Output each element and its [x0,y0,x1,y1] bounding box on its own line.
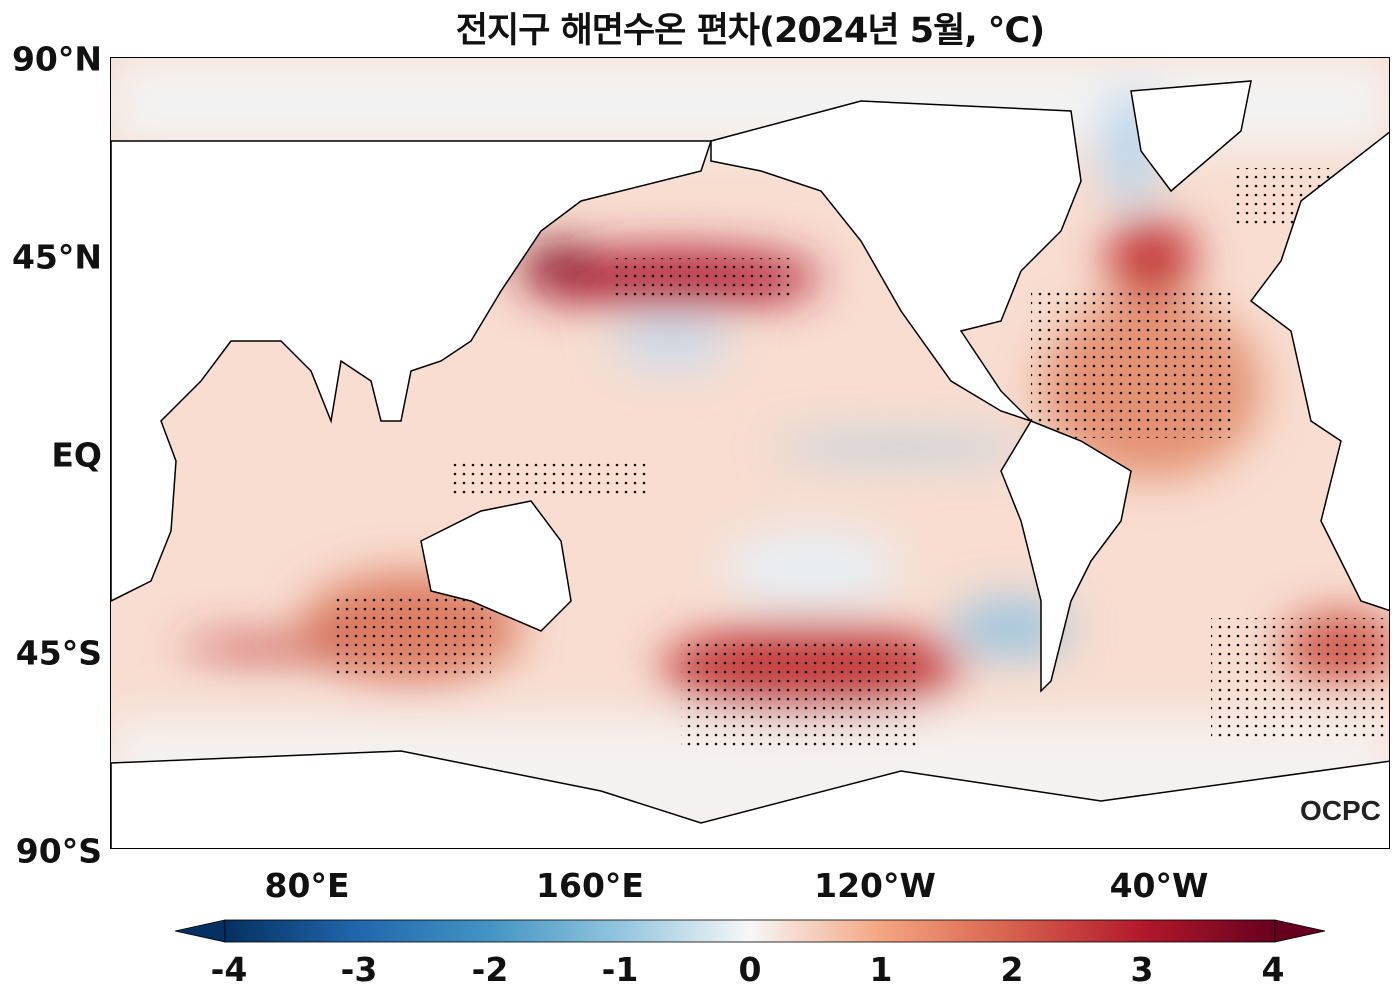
greenland [1130,80,1252,193]
lon-label-120w: 120°W [814,866,936,905]
colorbar-tick: 2 [1000,950,1024,989]
lat-label-90s: 90°S [15,831,102,871]
lat-label-45n: 45°N [11,237,102,277]
significance-stippling [331,168,1389,748]
colorbar-tick: -3 [340,950,378,989]
lat-label-90n: 90°N [11,39,102,79]
colorbar-tick: -1 [601,950,639,989]
lat-label-eq: EQ [51,435,102,475]
colorbar-tick: 3 [1130,950,1154,989]
sst-anomaly-map [110,57,1390,849]
colorbar-tick: 4 [1261,950,1285,989]
ocpc-logo: OCPC [1300,795,1381,826]
colorbar [174,919,1326,943]
south-america [1000,420,1132,693]
lon-label-40w: 40°W [1109,866,1209,905]
map-title: 전지구 해면수온 편차(2024년 5월, ℃) [455,11,1045,51]
colorbar-tick: 1 [869,950,893,989]
antarctica [111,750,1389,848]
colorbar-max-extension [1274,919,1326,943]
australia [420,500,572,632]
land-masses [111,80,1389,848]
north-america [710,100,1082,422]
europe-africa-east [1249,131,1389,612]
colorbar-gradient [224,919,1276,943]
colorbar-tick: -2 [471,950,509,989]
lat-label-45s: 45°S [15,633,102,673]
colorbar-min-extension [174,919,226,943]
colorbar-tick: -4 [210,950,248,989]
lon-label-80e: 80°E [264,866,350,905]
eurasia-africa-west [111,140,713,602]
lon-label-160e: 160°E [536,866,644,905]
colorbar-tick: 0 [738,950,762,989]
